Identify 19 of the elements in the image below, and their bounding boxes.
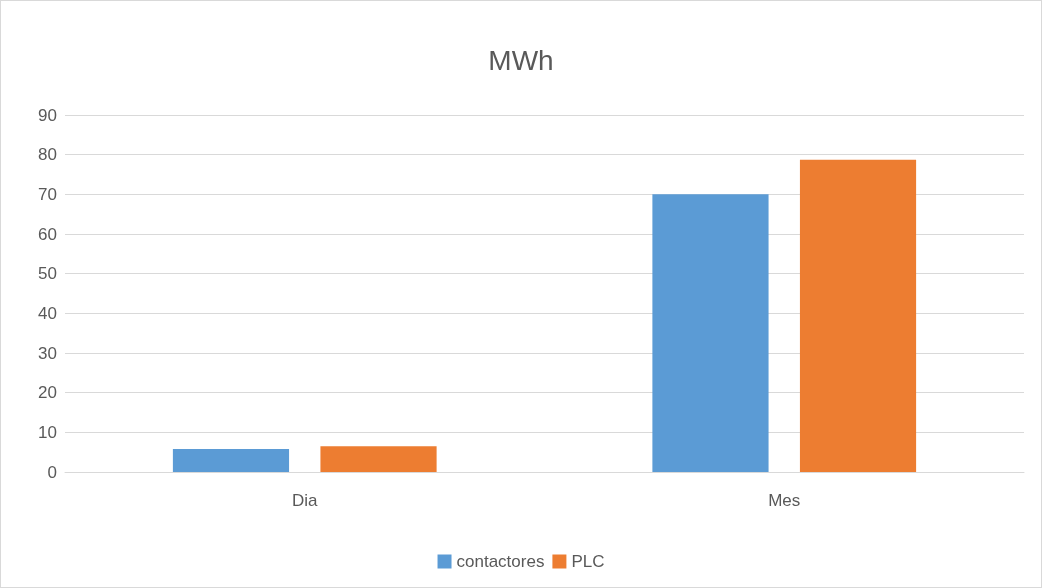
y-tick-label: 60 bbox=[38, 224, 57, 244]
y-tick-label: 10 bbox=[38, 422, 57, 442]
y-tick-label: 40 bbox=[38, 303, 57, 323]
y-tick-label: 30 bbox=[38, 343, 57, 363]
bar bbox=[172, 448, 290, 472]
chart-title: MWh bbox=[488, 44, 554, 76]
x-tick-label: Dia bbox=[291, 491, 319, 510]
y-tick-label: 70 bbox=[38, 184, 57, 204]
y-tick-label: 50 bbox=[38, 264, 57, 284]
legend-label: contactores bbox=[456, 552, 545, 571]
y-tick-label: 0 bbox=[47, 462, 57, 482]
x-tick-label: Mes bbox=[768, 491, 801, 510]
y-tick-label: 90 bbox=[38, 105, 57, 125]
y-tick-label: 20 bbox=[38, 383, 57, 403]
bar bbox=[799, 159, 917, 472]
bar bbox=[320, 446, 437, 472]
bar bbox=[652, 194, 769, 472]
y-tick-label: 80 bbox=[38, 145, 57, 165]
legend-label: PLC bbox=[571, 552, 605, 571]
